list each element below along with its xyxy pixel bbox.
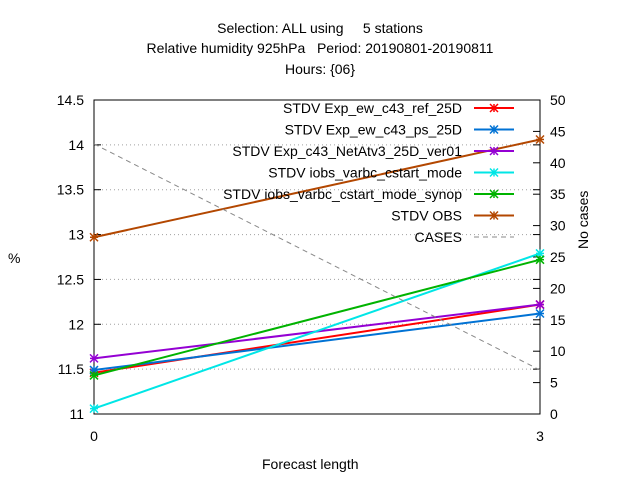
y2-tick-label: 10 [550,343,566,359]
y2-tick-label: 25 [550,249,566,265]
y2-tick-label: 35 [550,186,566,202]
chart-title-line-2: Relative humidity 925hPa Period: 2019080… [146,40,494,56]
legend-label-4: STDV iobs_varbc_cstart_mode [268,165,462,181]
legend: STDV Exp_ew_c43_ref_25D STDV Exp_ew_c43_p… [223,100,514,245]
x-tick-label: 3 [536,428,544,444]
y2-tick-label: 50 [550,92,566,108]
y2-tick-label: 0 [550,406,558,422]
y2-axis-title: No cases [575,190,591,249]
y-axis-title: % [8,250,21,266]
legend-label-7: CASES [415,229,462,245]
y-tick-label: 14 [68,137,84,153]
y2-tick-label: 5 [550,375,558,391]
chart-title-line-3: Hours: {06} [284,61,356,77]
series-line-7 [93,143,541,371]
series-line-6 [93,138,541,239]
legend-marker-3 [489,146,499,156]
chart-title-line-1: Selection: ALL using 5 stations [217,20,423,36]
x-tick-label: 0 [90,428,98,444]
series-point-3 [535,300,545,310]
series-point-5 [535,255,545,265]
series-line-2 [93,312,541,372]
y2-tick-label: 30 [550,218,566,234]
y-tick-label: 11.5 [58,361,84,377]
legend-marker-4 [489,167,499,178]
legend-label-6: STDV OBS [391,208,462,224]
legend-marker-1 [489,103,499,113]
y-tick-label: 13.5 [57,182,84,198]
legend-marker-2 [489,124,499,135]
x-axis-title: Forecast length [262,456,359,472]
y2-tick-label: 20 [550,280,566,296]
legend-label-2: STDV Exp_ew_c43_ps_25D [285,122,462,138]
y-tick-label: 14.5 [57,92,84,108]
y-tick-label: 13 [68,227,84,243]
series-point-6 [89,232,99,242]
y2-tick-label: 15 [550,312,566,328]
legend-label-5: STDV iobs_varbc_cstart_mode_synop [223,186,462,202]
legend-marker-5 [489,189,499,199]
legend-marker-6 [489,210,499,221]
legend-label-3: STDV Exp_c43_NetAtv3_25D_ver01 [232,143,462,159]
legend-label-1: STDV Exp_ew_c43_ref_25D [283,100,462,116]
series-point-6 [535,134,545,145]
y-tick-label: 11 [69,406,84,422]
y-tick-label: 12 [68,316,84,332]
y2-tick-label: 40 [550,155,566,171]
series-lines [89,134,545,414]
series-point-5 [89,370,99,380]
series-line-5 [93,258,541,377]
y-tick-label: 12.5 [57,271,84,287]
y2-tick-label: 45 [550,123,566,139]
series-point-2 [535,308,545,319]
series-point-4 [89,404,99,414]
series-point-3 [89,353,99,363]
